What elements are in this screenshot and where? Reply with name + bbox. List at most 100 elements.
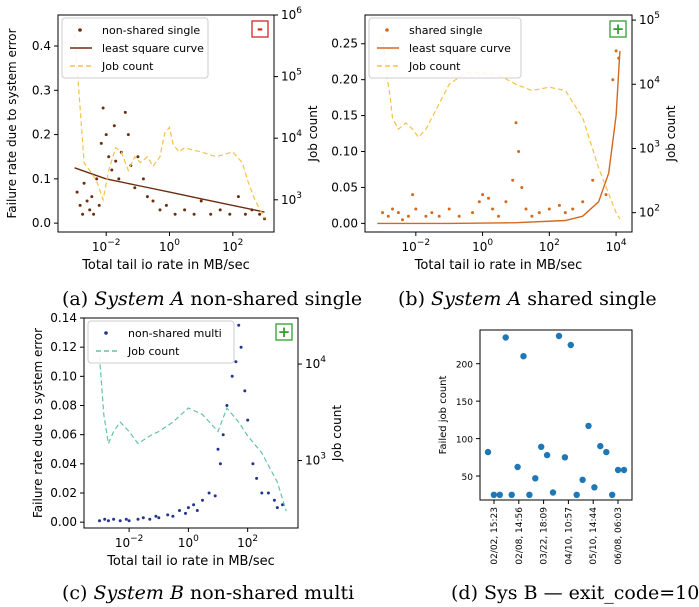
data-point-d-7 <box>526 491 533 498</box>
ytick-label-b-4: 0.20 <box>331 73 358 87</box>
ytick-label-d-2: 150 <box>456 398 473 408</box>
data-point-a-16 <box>114 159 118 163</box>
y2tick-label-a-2: 105 <box>281 68 302 84</box>
data-point-c-34 <box>260 491 264 495</box>
legend-marker-c-0 <box>104 331 108 335</box>
data-point-b-15 <box>481 193 485 197</box>
y2label-b: Job count <box>664 105 678 162</box>
data-point-b-0 <box>381 211 384 215</box>
legend-label-c-1: Job count <box>127 345 180 358</box>
xtick-label-d-5: 06/08, 06:03 <box>614 507 624 565</box>
data-point-c-9 <box>148 517 152 521</box>
plot-frame-d <box>479 329 633 501</box>
data-point-a-5 <box>88 208 92 212</box>
legend-label-a-2: Job count <box>101 60 154 73</box>
legend-box-b <box>368 17 522 79</box>
plot-frame-c <box>83 317 299 529</box>
ylabel-a: Failure rate due to system error <box>5 28 19 218</box>
data-point-c-6 <box>127 519 131 523</box>
caption-b-rest: shared single <box>527 288 657 310</box>
caption-d-text: (d) Sys B — exit_code=107 <box>451 582 699 604</box>
y2label-c: Job count <box>330 405 344 462</box>
data-point-b-5 <box>406 214 410 218</box>
legend-label-c-0: non-shared multi <box>128 327 222 340</box>
data-point-a-23 <box>136 155 140 159</box>
data-point-b-10 <box>437 214 441 218</box>
badge-symbol-b: + <box>612 20 625 38</box>
data-point-c-15 <box>184 511 187 515</box>
data-point-c-1 <box>103 517 107 521</box>
xtick-label-d-1: 02/08, 14:56 <box>515 507 525 565</box>
data-point-a-25 <box>145 195 149 199</box>
xlabel-c: Total tail io rate in MB/sec <box>106 554 275 569</box>
xtick-label-b-2: 102 <box>539 238 560 254</box>
data-point-c-38 <box>281 503 284 507</box>
chart-d: 50 100 150 200 02/02, 15:23 02/08, 14:56 03/22… <box>438 329 633 565</box>
ytick-label-d-3: 200 <box>456 361 473 371</box>
data-point-a-33 <box>209 212 213 216</box>
data-point-a-37 <box>243 212 247 216</box>
ytick-label-c-5: 0.10 <box>50 369 77 383</box>
data-point-d-12 <box>555 332 563 340</box>
ytick-label-d-0: 50 <box>462 473 474 483</box>
ytick-label-c-1: 0.02 <box>50 486 77 500</box>
data-point-b-2 <box>391 207 394 211</box>
badge-b <box>609 20 627 38</box>
data-point-c-21 <box>213 494 217 498</box>
data-point-b-24 <box>524 207 528 211</box>
xtick-label-a-0: 10−2 <box>92 238 121 254</box>
data-point-a-17 <box>117 177 121 181</box>
data-point-b-29 <box>563 211 567 215</box>
jobcount-line-a <box>74 33 266 219</box>
xlabel-b: Total tail io rate in MB/sec <box>414 258 583 273</box>
data-point-d-4 <box>508 491 515 498</box>
y2tick-label-b-3: 105 <box>639 11 660 27</box>
data-point-d-8 <box>532 475 539 482</box>
plot-frame-b <box>364 14 633 233</box>
data-point-a-35 <box>228 212 232 216</box>
data-point-b-4 <box>401 218 404 222</box>
fit-curve-a <box>74 167 265 213</box>
data-point-a-26 <box>151 199 155 203</box>
y2tick-label-b-0: 102 <box>639 204 660 220</box>
xtick-label-b-0: 10−2 <box>402 238 431 254</box>
caption-c: (c) System B non-shared multi <box>62 582 354 604</box>
data-point-d-1 <box>490 491 498 498</box>
caption-a-label: (a) <box>62 288 89 310</box>
data-point-a-4 <box>85 199 89 203</box>
xtick-label-d-3: 04/10, 10:57 <box>564 507 574 565</box>
ytick-label-c-6: 0.12 <box>50 340 77 354</box>
ytick-label-a-3: 0.3 <box>32 83 51 97</box>
data-point-d-19 <box>597 442 604 450</box>
data-point-b-19 <box>504 200 508 204</box>
badge-a <box>251 20 269 38</box>
data-point-a-6 <box>90 195 94 199</box>
data-point-a-28 <box>164 203 168 207</box>
data-point-d-18 <box>591 484 598 491</box>
data-point-b-13 <box>471 211 474 215</box>
data-point-a-10 <box>99 141 103 145</box>
ytick-label-b-0: 0.00 <box>331 216 358 230</box>
data-point-c-4 <box>118 519 122 523</box>
y2label-a: Job count <box>306 105 320 162</box>
data-point-c-30 <box>243 389 247 393</box>
data-point-c-2 <box>106 519 110 523</box>
chart-c: 0.00 0.02 0.04 0.06 0.08 0.10 0.12 0.14 10−2 100 1… <box>31 311 344 569</box>
data-point-a-19 <box>123 110 127 114</box>
data-point-a-1 <box>78 203 82 207</box>
y2tick-label-a-1: 104 <box>281 129 302 145</box>
xtick-label-a-2: 102 <box>222 238 243 254</box>
ylabel-d: Failed job count <box>438 376 449 455</box>
badge-symbol-c: + <box>278 323 291 341</box>
xtick-label-d-4: 05/10, 14:44 <box>589 507 599 565</box>
data-point-b-30 <box>571 207 575 211</box>
data-point-a-29 <box>173 212 177 216</box>
ytick-label-c-2: 0.04 <box>50 457 77 471</box>
caption-c-rest: non-shared multi <box>189 582 355 604</box>
data-point-d-22 <box>614 466 622 474</box>
data-point-c-28 <box>237 323 241 327</box>
legend-label-a-1: least square curve <box>102 42 204 55</box>
data-point-c-29 <box>239 345 243 349</box>
caption-c-label: (c) <box>62 582 88 604</box>
